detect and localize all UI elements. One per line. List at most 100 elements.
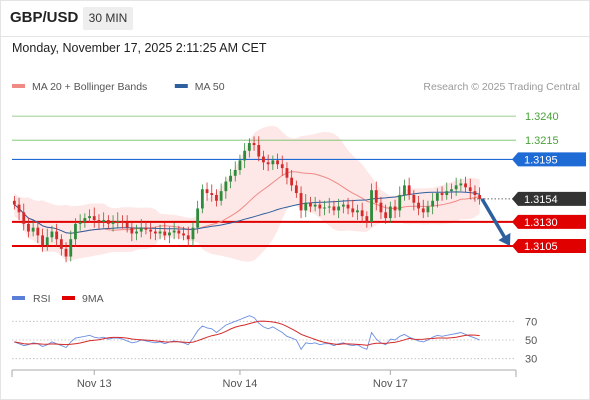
forecast-arrow-head — [498, 232, 511, 246]
candle-body — [407, 185, 411, 195]
rsi-level-label-30: 30 — [525, 354, 537, 366]
candle-body — [309, 202, 312, 207]
candle-body — [172, 230, 176, 233]
rsi-level-label-70: 70 — [525, 316, 537, 328]
candle-body — [196, 208, 200, 228]
candle-body — [78, 221, 82, 224]
candle-body — [445, 191, 449, 195]
candle-body — [215, 195, 218, 201]
candle-body — [83, 218, 87, 222]
candle-body — [243, 150, 247, 161]
candle-body — [55, 231, 59, 240]
level-label-1.3240: 1.3240 — [525, 111, 559, 123]
x-tick-label: Nov 13 — [77, 378, 112, 390]
candle-body — [229, 175, 232, 182]
candle-body — [294, 185, 298, 194]
level-tag-1.3195 — [512, 152, 586, 167]
candle-body — [290, 177, 294, 186]
level-label-1.3195: 1.3195 — [524, 154, 558, 166]
candle-body — [417, 202, 420, 209]
candle-body — [393, 206, 397, 211]
candle-body — [327, 206, 331, 208]
candle-body — [205, 189, 209, 194]
level-tag-1.3130 — [512, 214, 586, 229]
candle-body — [384, 212, 388, 219]
legend-swatch-1 — [12, 84, 25, 88]
candle-body — [403, 185, 406, 195]
candle-body — [233, 170, 237, 176]
legend-label-1: MA 20 + Bollinger Bands — [32, 81, 147, 93]
candle-body — [102, 220, 106, 222]
candle-body — [219, 191, 223, 201]
candle-body — [271, 160, 275, 165]
candle-body — [116, 220, 120, 222]
x-tick-label: Nov 17 — [373, 378, 408, 390]
candle-body — [27, 223, 30, 232]
candle-body — [478, 195, 482, 199]
candle-body — [346, 204, 350, 209]
candle-body — [50, 231, 54, 238]
candle-body — [17, 204, 21, 213]
candle-body — [276, 160, 279, 165]
candle-body — [356, 210, 359, 213]
candle-body — [374, 190, 378, 203]
candle-body — [247, 143, 251, 151]
candle-body — [299, 193, 303, 211]
candle-body — [318, 204, 322, 209]
candle-body — [450, 189, 453, 192]
candle-body — [351, 208, 355, 213]
candle-body — [360, 210, 364, 217]
candle-body — [323, 207, 326, 209]
rsi-legend-label: RSI — [33, 293, 51, 305]
rsi-level-label-50: 50 — [525, 335, 537, 347]
candle-body — [158, 231, 162, 234]
candle-body — [266, 162, 270, 165]
candle-body — [121, 220, 124, 223]
forecast-arrow-shaft — [480, 197, 507, 239]
candle-body — [153, 231, 157, 234]
candle-body — [92, 216, 96, 220]
candle-body — [365, 216, 369, 222]
candle-body — [468, 187, 472, 192]
candle-body — [31, 227, 35, 232]
candle-body — [41, 235, 44, 245]
level-tag-1.3105 — [512, 238, 586, 253]
candle-body — [257, 145, 261, 157]
candle-body — [59, 239, 63, 249]
candle-body — [473, 191, 477, 195]
candle-body — [379, 202, 383, 213]
candle-body — [74, 223, 77, 240]
candle-body — [435, 193, 439, 201]
candle-body — [36, 227, 40, 236]
symbol-title: GBP/USD — [10, 9, 79, 26]
level-label-1.3130: 1.3130 — [524, 217, 558, 229]
candle-body — [262, 156, 265, 163]
candle-body — [285, 168, 289, 178]
candle-body — [125, 222, 129, 228]
candle-body — [280, 164, 284, 169]
candle-body — [454, 185, 458, 190]
candle-body — [144, 227, 148, 230]
candle-body — [22, 212, 26, 224]
candle-body — [370, 190, 373, 222]
candle-body — [64, 248, 68, 257]
legend-swatch-2 — [174, 84, 188, 88]
credit: Research © 2025 Trading Central — [423, 81, 580, 93]
candle-body — [252, 143, 256, 145]
candle-body — [182, 233, 185, 236]
level-label-1.3154: 1.3154 — [524, 194, 558, 206]
candle-body — [431, 200, 435, 207]
candle-body — [210, 193, 214, 195]
ma50-line — [13, 191, 480, 234]
rsi-legend-swatch — [12, 296, 25, 300]
candle-body — [332, 206, 336, 211]
timeframe-badge[interactable]: 30 MIN — [83, 7, 133, 30]
rsi-ma-legend-label: 9MA — [82, 293, 104, 305]
candle-body — [191, 227, 195, 240]
candle-body — [337, 206, 341, 211]
candle-body — [177, 230, 181, 234]
rsi-ma-legend-swatch — [62, 296, 75, 300]
candle-body — [200, 189, 204, 209]
candle-body — [426, 206, 430, 213]
